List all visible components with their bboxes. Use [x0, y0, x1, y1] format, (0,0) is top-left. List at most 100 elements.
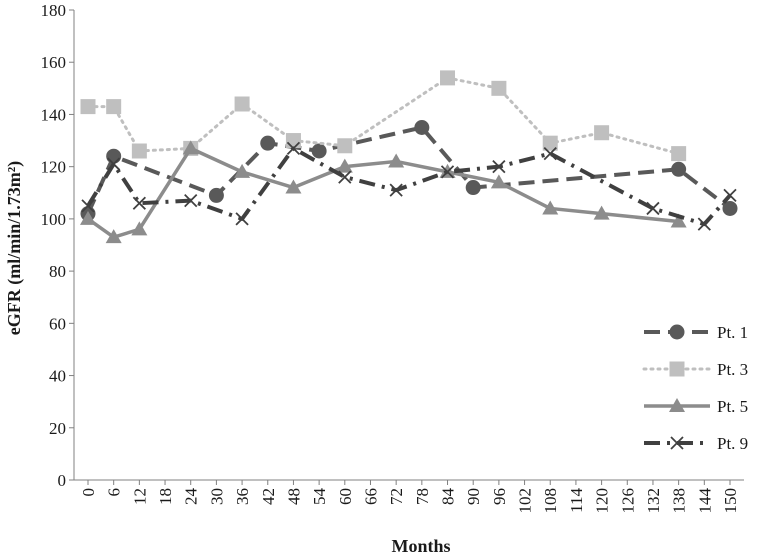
data-point [646, 201, 660, 216]
x-tick-label: 96 [490, 488, 509, 505]
x-tick-label: 36 [233, 488, 252, 505]
legend-label: Pt. 1 [717, 323, 748, 342]
x-tick-label: 144 [695, 488, 714, 514]
legend-marker [669, 398, 685, 412]
data-point [542, 135, 558, 151]
data-point [388, 153, 405, 168]
data-point [81, 199, 95, 213]
legend-label: Pt. 5 [717, 397, 748, 416]
legend-item: Pt. 1 [644, 323, 748, 342]
data-point [542, 200, 559, 215]
x-tick-label: 90 [464, 488, 483, 505]
y-axis-ticks: 0 20 40 60 80 100 120 140 160 180 [41, 1, 74, 490]
x-tick-label: 138 [670, 488, 689, 514]
series-line [86, 146, 679, 239]
y-tick-label: 180 [41, 1, 67, 20]
data-point [492, 160, 506, 174]
data-point [338, 170, 352, 184]
legend-item: Pt. 5 [644, 397, 748, 416]
x-tick-label: 84 [439, 488, 458, 506]
x-axis-title: Months [391, 536, 450, 556]
legend-label: Pt. 9 [717, 434, 748, 453]
series-line [86, 76, 681, 156]
data-point [80, 210, 96, 225]
data-point [105, 229, 122, 244]
data-point [671, 161, 687, 177]
data-point [285, 133, 301, 149]
data-point [593, 205, 610, 220]
data-point [671, 146, 687, 162]
legend-marker [669, 361, 685, 377]
x-tick-label: 42 [259, 488, 278, 505]
data-point [234, 163, 251, 178]
series-pt-9 [81, 141, 737, 231]
data-point [311, 143, 327, 159]
series-pt-1 [80, 120, 738, 222]
data-point [132, 196, 146, 210]
data-point [697, 217, 711, 231]
x-tick-label: 102 [516, 488, 535, 514]
axes [73, 10, 744, 481]
legend: Pt. 1 Pt. 3 Pt. 5 Pt. 9 [642, 323, 748, 453]
y-tick-label: 40 [49, 367, 66, 386]
data-point [234, 96, 250, 112]
data-point [440, 165, 455, 179]
y-tick-label: 100 [41, 210, 67, 229]
x-tick-label: 126 [618, 488, 637, 514]
data-point [286, 141, 301, 156]
x-tick-label: 108 [541, 488, 560, 514]
data-point [414, 120, 430, 135]
x-tick-label: 48 [284, 488, 303, 505]
data-point [670, 213, 687, 228]
series-line [86, 146, 732, 227]
data-point [594, 125, 610, 141]
x-tick-label: 72 [387, 488, 406, 505]
x-tick-label: 60 [336, 488, 355, 505]
x-tick-label: 66 [361, 488, 380, 505]
y-axis-title: eGFR (ml/min/1.73m²) [4, 161, 25, 335]
y-tick-label: 0 [58, 471, 67, 490]
x-tick-label: 78 [413, 488, 432, 505]
data-point [184, 193, 198, 208]
data-point [465, 180, 481, 196]
data-point [106, 148, 122, 164]
data-point [107, 157, 121, 171]
legend-marker [670, 436, 684, 450]
data-point [106, 99, 122, 115]
y-tick-label: 20 [49, 419, 66, 438]
data-point [389, 183, 403, 197]
data-point [131, 221, 148, 236]
data-point [440, 70, 456, 86]
series-layer [80, 70, 738, 244]
series-pt-3 [80, 70, 687, 162]
y-tick-label: 160 [41, 53, 67, 72]
x-tick-label: 54 [310, 488, 329, 506]
data-point [208, 187, 224, 203]
x-tick-label: 30 [207, 488, 226, 505]
x-tick-label: 120 [593, 488, 612, 514]
data-point [723, 188, 737, 203]
data-point [285, 179, 302, 194]
data-point [182, 140, 199, 155]
x-tick-label: 114 [567, 488, 586, 513]
x-tick-label: 18 [156, 488, 175, 505]
legend-label: Pt. 3 [717, 360, 748, 379]
data-point [491, 80, 507, 96]
y-tick-label: 60 [49, 314, 66, 333]
x-tick-label: 132 [644, 488, 663, 514]
y-tick-label: 120 [41, 158, 67, 177]
y-tick-label: 80 [49, 262, 66, 281]
legend-marker [669, 324, 685, 340]
data-point [260, 135, 276, 151]
legend-item: Pt. 3 [642, 360, 748, 379]
legend-item: Pt. 9 [644, 434, 748, 453]
data-point [722, 200, 738, 216]
data-point [543, 146, 557, 161]
x-tick-label: 6 [105, 488, 124, 497]
data-point [235, 212, 249, 226]
x-tick-label: 0 [79, 488, 98, 497]
data-point [337, 138, 353, 154]
x-axis-ticks: 0 6 12 18 24 30 36 42 48 54 60 66 72 78 84 90 96 102 108 11… [79, 480, 740, 514]
data-point [490, 174, 507, 189]
